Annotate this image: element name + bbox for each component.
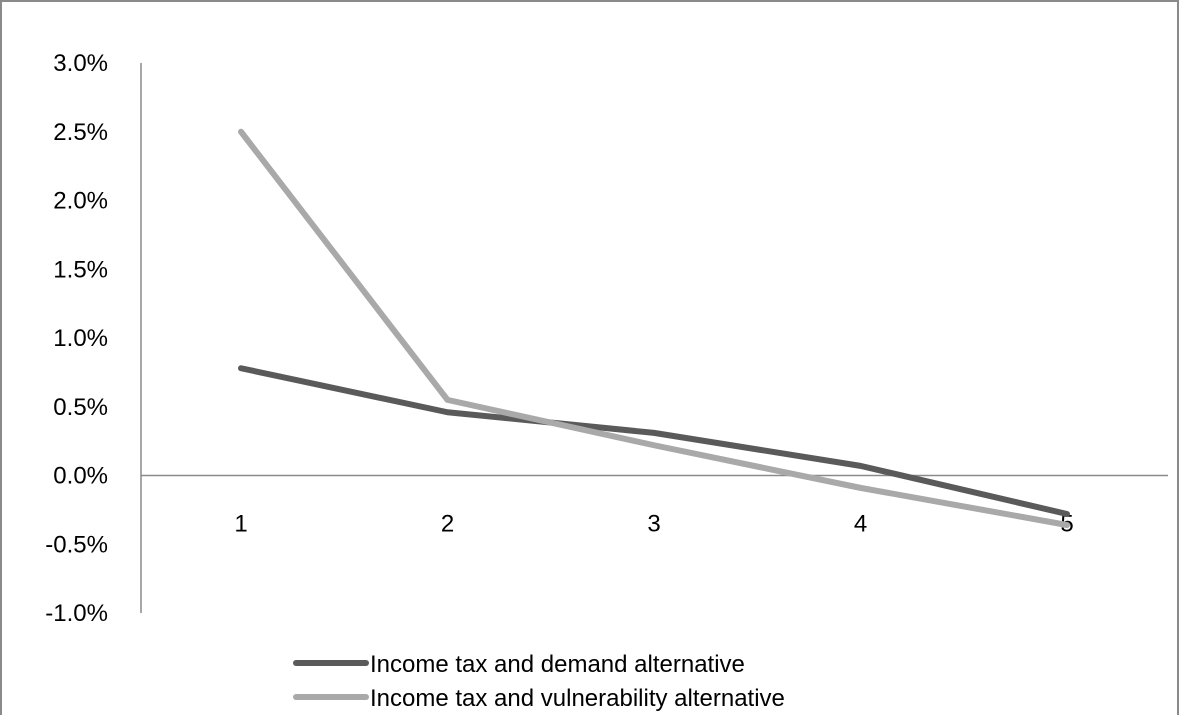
series-line-1 bbox=[238, 365, 1070, 517]
y-axis-ticks: 3.0% 2.5% 2.0% 1.5% 1.0% 0.5% 0.0% -0.5% -1.0% bbox=[45, 50, 108, 627]
y-tick-label: -0.5% bbox=[45, 531, 108, 558]
legend-label-1: Income tax and demand alternative bbox=[370, 651, 745, 678]
x-tick-label: 3 bbox=[647, 511, 660, 538]
x-tick-label: 4 bbox=[854, 511, 867, 538]
x-tick-label: 1 bbox=[234, 511, 247, 538]
y-tick-label: 0.5% bbox=[53, 394, 108, 421]
y-tick-label: 2.5% bbox=[53, 119, 108, 146]
legend: Income tax and demand alternative Income … bbox=[293, 651, 785, 712]
y-tick-label: 0.0% bbox=[53, 463, 108, 490]
series-line-2 bbox=[238, 128, 1070, 528]
y-tick-label: 3.0% bbox=[53, 50, 108, 77]
x-tick-label: 2 bbox=[441, 511, 454, 538]
series-layer bbox=[238, 128, 1070, 528]
y-tick-label: -1.0% bbox=[45, 600, 108, 627]
y-tick-label: 1.5% bbox=[53, 256, 108, 283]
legend-label-2: Income tax and vulnerability alternative bbox=[370, 685, 785, 712]
y-tick-label: 1.0% bbox=[53, 325, 108, 352]
y-tick-label: 2.0% bbox=[53, 188, 108, 215]
